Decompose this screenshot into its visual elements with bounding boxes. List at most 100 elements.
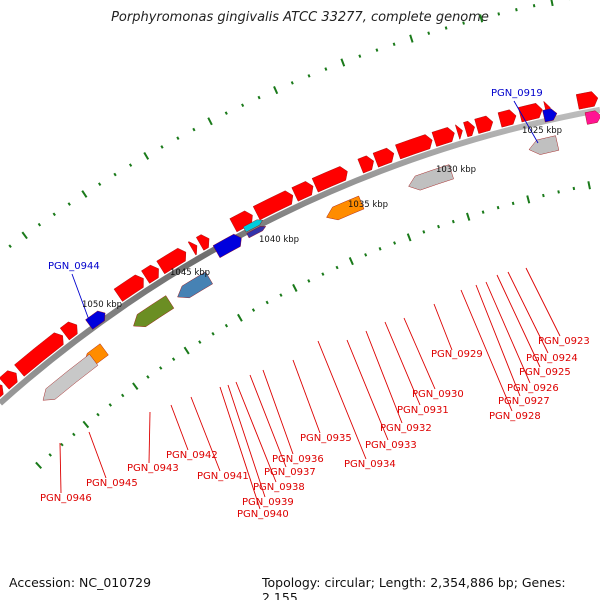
gene-pink: [584, 110, 600, 125]
gene-label: PGN_0925: [519, 367, 571, 378]
leader-line: [513, 100, 539, 144]
gene-forward: [59, 321, 78, 341]
leader-line: [59, 442, 62, 494]
scale-label: 1040 kbp: [259, 235, 299, 245]
gene-label: PGN_0933: [365, 440, 417, 451]
scale-tick: [143, 151, 150, 160]
scale-tick: [557, 190, 560, 194]
scale-tick: [273, 86, 279, 95]
scale-tick: [72, 432, 76, 437]
leader-line: [227, 384, 266, 498]
gene-forward: [0, 384, 4, 398]
leader-line: [262, 369, 294, 455]
scale-tick: [348, 257, 354, 266]
scale-tick: [257, 95, 261, 100]
scale-tick: [82, 420, 90, 429]
scale-tick: [321, 272, 325, 276]
gene-forward: [497, 109, 517, 128]
gene-blue: [212, 233, 242, 259]
scale-tick: [307, 279, 311, 283]
gene-forward: [141, 264, 159, 284]
gene-forward: [156, 247, 187, 275]
scale-tick: [198, 340, 202, 344]
gene-forward: [372, 147, 395, 168]
leader-line: [190, 396, 221, 472]
scale-tick: [290, 81, 294, 85]
gene-label: PGN_0946: [40, 493, 92, 504]
scale-tick: [98, 182, 102, 186]
gene-forward: [229, 210, 253, 233]
gene-steelblue: [177, 271, 213, 299]
leader-line: [88, 431, 107, 479]
scale-tick: [224, 111, 228, 115]
scale-label: 1025 kbp: [522, 126, 562, 136]
genome-summary-text: Topology: circular; Length: 2,354,886 bp…: [262, 575, 566, 600]
scale-tick: [96, 412, 100, 417]
scale-tick: [496, 205, 500, 210]
gene-forward: [395, 134, 433, 160]
scale-tick: [292, 283, 298, 292]
scale-tick: [572, 186, 576, 191]
gene-forward: [195, 234, 210, 251]
gene-grey: [408, 164, 454, 191]
gene-label: PGN_0944: [48, 261, 100, 272]
leader-line: [403, 317, 436, 390]
scale-tick: [497, 12, 501, 16]
scale-tick: [532, 4, 536, 8]
leader-line: [384, 321, 421, 406]
scale-tick: [526, 195, 531, 204]
gene-label: PGN_0945: [86, 478, 138, 489]
gene-forward: [113, 274, 144, 302]
scale-label: 1030 kbp: [436, 165, 476, 175]
scale-tick: [237, 313, 243, 322]
scale-tick: [279, 293, 283, 297]
gene-label: PGN_0939: [242, 497, 294, 508]
gene-label: PGN_0942: [166, 450, 218, 461]
gene-label: PGN_0923: [538, 336, 590, 347]
scale-tick: [515, 8, 518, 12]
gene-PGN-0944: [85, 310, 106, 330]
scale-tick: [241, 103, 245, 108]
gene-label: PGN_0937: [264, 467, 316, 478]
scale-tick: [409, 34, 414, 43]
scale-tick: [542, 193, 545, 198]
leader-line: [249, 374, 287, 468]
scale-tick: [35, 461, 43, 470]
scale-tick: [364, 253, 368, 257]
gene-label: PGN_0932: [380, 423, 432, 434]
scale-tick: [211, 331, 215, 336]
scale-tick: [207, 117, 213, 126]
scale-tick: [358, 54, 362, 58]
gene-forward: [14, 332, 64, 377]
gene-label: PGN_0935: [300, 433, 352, 444]
scale-tick: [587, 181, 591, 190]
gene-forward: [187, 241, 198, 256]
scale-label: 1035 kbp: [348, 200, 388, 210]
scale-tick: [146, 375, 150, 379]
scale-tick: [176, 136, 180, 140]
leader-line: [317, 340, 367, 460]
scale-label: 1050 kbp: [82, 300, 122, 310]
scale-tick: [406, 233, 412, 242]
scale-tick: [451, 219, 455, 224]
scale-tick: [60, 442, 64, 447]
leader-line: [346, 339, 389, 441]
scale-tick: [481, 210, 485, 214]
gene-label: PGN_0924: [526, 353, 578, 364]
gene-label: PGN_0938: [253, 482, 305, 493]
leader-line: [485, 281, 531, 384]
leader-line: [148, 411, 151, 464]
scale-tick: [132, 382, 139, 390]
scale-tick: [550, 0, 554, 7]
gene-forward: [455, 124, 463, 140]
scale-tick: [52, 212, 56, 217]
gene-forward: [463, 120, 475, 138]
gene-label: PGN_0927: [498, 396, 550, 407]
scale-tick: [444, 26, 448, 30]
scale-tick: [427, 31, 431, 35]
gene-label: PGN_0919: [491, 88, 543, 99]
scale-tick: [265, 300, 269, 305]
leader-line: [170, 404, 189, 451]
gene-forward: [252, 190, 294, 221]
